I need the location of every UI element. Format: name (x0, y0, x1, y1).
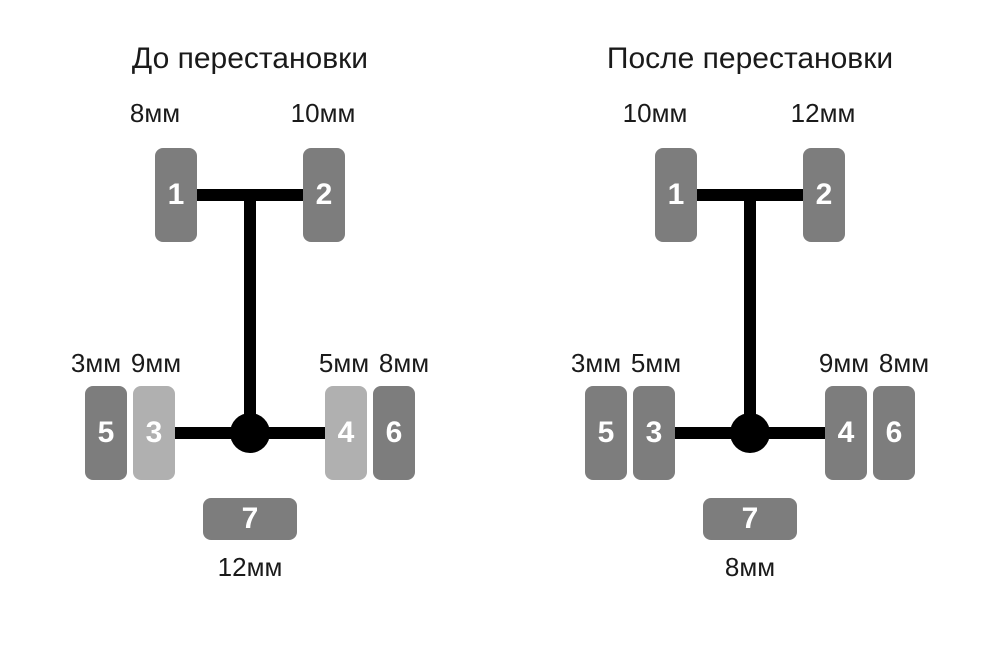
front-right-mm-label: 12мм (783, 98, 863, 129)
front-right-mm-label: 10мм (283, 98, 363, 129)
rear-inner-right-mm-label: 5мм (314, 348, 374, 379)
tire-num: 1 (668, 178, 685, 212)
tire-5: 5 (85, 386, 127, 480)
rear-hub (730, 413, 770, 453)
tire-3: 3 (633, 386, 675, 480)
tire-num: 2 (316, 178, 333, 212)
panel-title: До перестановки (0, 42, 500, 76)
rear-inner-right-mm-label: 9мм (814, 348, 874, 379)
tire-1: 1 (155, 148, 197, 242)
tire-6: 6 (873, 386, 915, 480)
front-left-mm-label: 10мм (615, 98, 695, 129)
tire-1: 1 (655, 148, 697, 242)
tire-4: 4 (825, 386, 867, 480)
rear-outer-right-mm-label: 8мм (374, 348, 434, 379)
front-left-mm-label: 8мм (115, 98, 195, 129)
rear-outer-left-mm-label: 3мм (566, 348, 626, 379)
tire-7-spare: 7 (703, 498, 797, 540)
tire-num: 4 (338, 416, 355, 450)
tire-num: 6 (886, 416, 903, 450)
tire-num: 3 (146, 416, 163, 450)
spare-mm-label: 8мм (710, 552, 790, 583)
tire-num: 2 (816, 178, 833, 212)
rear-outer-right-mm-label: 8мм (874, 348, 934, 379)
tire-6: 6 (373, 386, 415, 480)
panel-before: До перестановки 8мм 10мм 1 2 3мм 9мм 5мм… (0, 0, 500, 648)
panel-after: После перестановки 10мм 12мм 1 2 3мм 5мм… (500, 0, 1000, 648)
tire-num: 5 (98, 416, 115, 450)
rear-hub (230, 413, 270, 453)
tire-2: 2 (303, 148, 345, 242)
tire-num: 5 (598, 416, 615, 450)
diagram-container: До перестановки 8мм 10мм 1 2 3мм 9мм 5мм… (0, 0, 1000, 648)
rear-outer-left-mm-label: 3мм (66, 348, 126, 379)
rear-inner-left-mm-label: 9мм (126, 348, 186, 379)
tire-num: 7 (242, 502, 259, 536)
spine (744, 189, 756, 439)
tire-num: 6 (386, 416, 403, 450)
rear-inner-left-mm-label: 5мм (626, 348, 686, 379)
spare-mm-label: 12мм (210, 552, 290, 583)
tire-2: 2 (803, 148, 845, 242)
tire-7-spare: 7 (203, 498, 297, 540)
tire-4: 4 (325, 386, 367, 480)
spine (244, 189, 256, 439)
tire-num: 7 (742, 502, 759, 536)
tire-num: 3 (646, 416, 663, 450)
tire-num: 4 (838, 416, 855, 450)
tire-num: 1 (168, 178, 185, 212)
tire-5: 5 (585, 386, 627, 480)
tire-3: 3 (133, 386, 175, 480)
panel-title: После перестановки (500, 42, 1000, 76)
